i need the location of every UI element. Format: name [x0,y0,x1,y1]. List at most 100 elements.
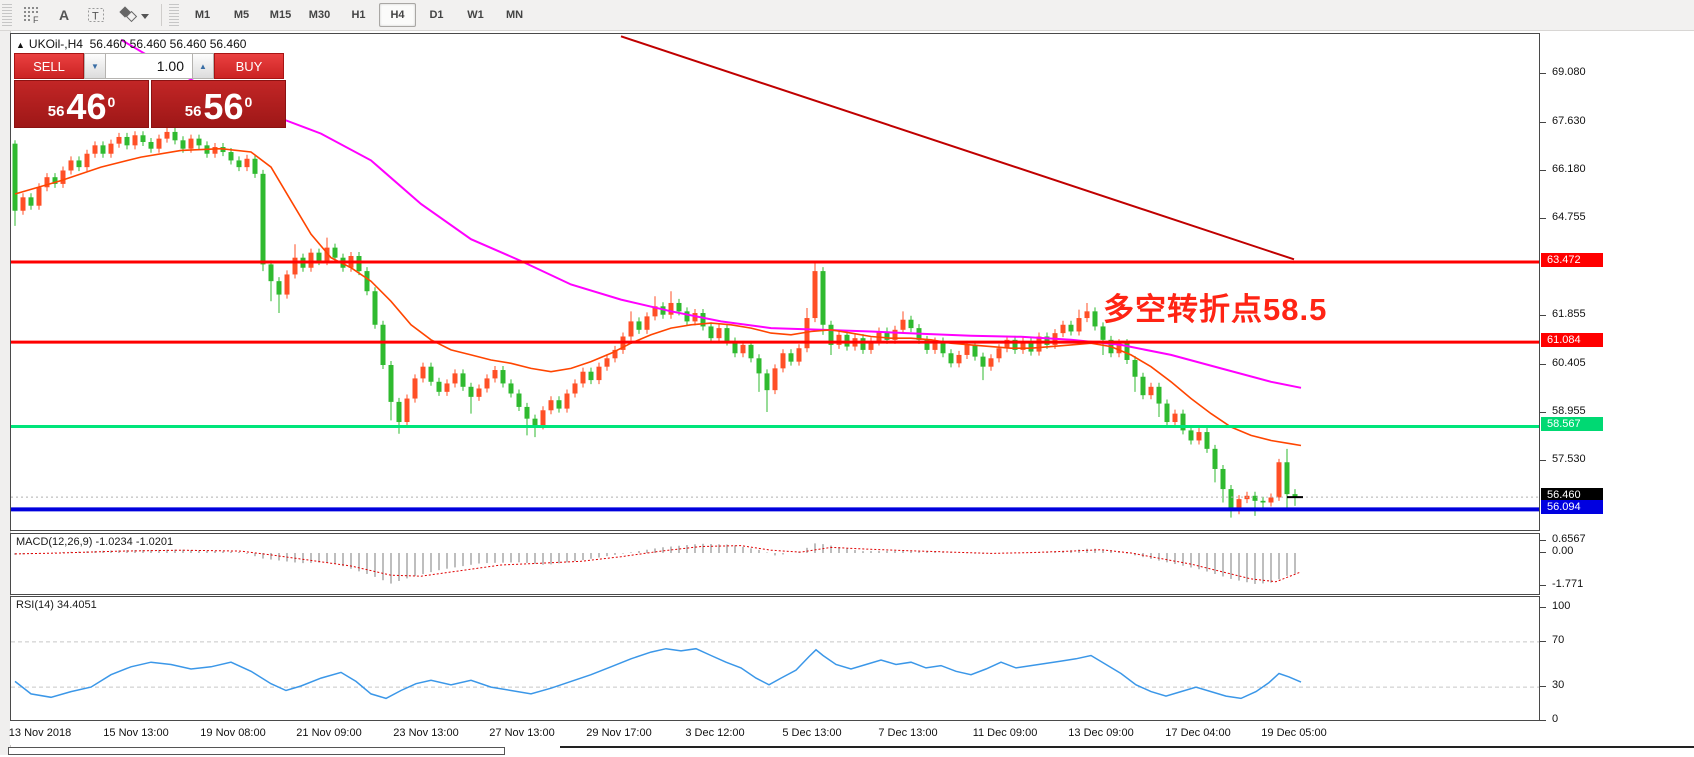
price-tick-mark [1540,121,1546,123]
svg-text:T: T [92,11,99,23]
buy-button[interactable]: BUY [214,53,284,79]
macd-indicator-pane: MACD(12,26,9) -1.0234 -1.0201 [10,533,1540,595]
price-tick-mark [1540,363,1546,365]
price-level-badge: 63.472 [1541,252,1603,267]
time-axis-label: 11 Dec 09:00 [972,727,1038,739]
buy-price-big: 56 [203,85,244,127]
svg-text:F: F [33,15,39,24]
price-level-badge: 56.460 [1541,488,1603,503]
time-axis-label: 27 Nov 13:00 [489,727,555,739]
rsi-label: RSI(14) 34.4051 [16,599,97,611]
price-level-badge: 58.567 [1541,417,1603,432]
volume-decrease-button[interactable]: ▼ [84,53,106,79]
macd-tick-label: -1.771 [1552,577,1584,590]
time-axis-label: 17 Dec 04:00 [1165,727,1231,739]
macd-tick-mark [1540,552,1546,553]
sell-price-tile[interactable]: 56 46 0 [14,80,149,128]
time-axis-label: 23 Nov 13:00 [393,727,459,739]
time-axis-label: 13 Nov 2018 [8,727,72,739]
rsi-tick-label: 100 [1552,600,1571,612]
price-chart-pane [10,33,1540,531]
time-axis-label: 13 Dec 09:00 [1068,727,1134,739]
price-axis: 69.080 67.630 66.180 64.755 61.855 60.405 58.9… [1540,31,1694,745]
time-axis-label: 29 Nov 17:00 [586,727,652,739]
price-tick-label: 57.530 [1552,453,1586,466]
sell-price-sup: 0 [107,94,116,110]
volume-increase-button[interactable]: ▲ [192,53,214,79]
macd-tick-mark [1540,539,1546,541]
symbol-name: UKOil-,H4 [28,37,83,51]
time-axis-label: 3 Dec 12:00 [685,727,745,739]
rsi-tick-mark [1540,640,1546,642]
price-tick-mark [1540,217,1546,219]
price-tick-label: 64.755 [1552,210,1586,223]
time-axis-label: 21 Nov 09:00 [296,727,362,739]
top-toolbar: F A T M1 M5 M15 M30 H1 H4 D1 W1 MN [0,0,1694,31]
bottom-panel-edge-right[interactable] [560,746,1694,757]
rsi-indicator-pane: RSI(14) 34.4051 [10,596,1540,721]
price-tick-label: 58.955 [1552,405,1586,418]
macd-label: MACD(12,26,9) -1.0234 -1.0201 [16,536,174,548]
timeframe-button-h4[interactable]: H4 [379,3,416,27]
time-axis: 13 Nov 2018 15 Nov 13:00 19 Nov 08:00 21 No… [8,721,1540,745]
macd-tick-mark [1540,584,1546,586]
timeframe-button-m5[interactable]: M5 [233,9,250,21]
price-level-badge: 56.094 [1541,500,1603,515]
shapes-dropdown-icon[interactable] [113,2,155,28]
volume-input[interactable] [106,53,192,79]
sell-price-prefix: 56 [47,103,65,120]
price-tick-mark [1540,170,1546,172]
textbox-icon[interactable]: T [81,2,111,28]
price-tick-mark [1540,412,1546,414]
rsi-canvas[interactable] [11,597,1539,720]
timeframe-button-h1[interactable]: H1 [351,9,366,21]
symbol-ohlc-values: 56.460 56.460 56.460 56.460 [89,37,247,51]
timeframe-button-m1[interactable]: M1 [194,9,211,21]
timeframe-button-d1[interactable]: D1 [429,9,444,21]
price-tick-label: 69.080 [1552,65,1586,78]
sell-button[interactable]: SELL [14,53,84,79]
grid-f-icon[interactable]: F [17,2,47,28]
price-tick-label: 66.180 [1552,163,1586,176]
buy-price-tile[interactable]: 56 56 0 [151,80,286,128]
price-tick-mark [1540,72,1546,74]
time-axis-label: 19 Dec 05:00 [1261,727,1327,739]
timeframe-toolbar: M1 M5 M15 M30 H1 H4 D1 W1 MN [183,3,534,27]
timeframe-button-m30[interactable]: M30 [308,9,331,21]
rsi-tick-mark [1540,607,1546,608]
time-axis-label: 19 Nov 08:00 [200,727,266,739]
macd-canvas[interactable] [11,534,1539,594]
price-tick-label: 61.855 [1552,308,1586,321]
price-tick-label: 60.405 [1552,356,1586,369]
price-chart-canvas[interactable] [11,34,1539,530]
toolbar-separator [161,4,162,26]
time-axis-label: 15 Nov 13:00 [103,727,169,739]
symbol-marker-icon: ▲ [16,40,25,50]
chart-symbol-header: ▲ UKOil-,H4 56.460 56.460 56.460 56.460 [16,37,246,51]
macd-tick-label: 0.00 [1552,545,1574,557]
timeframe-button-m15[interactable]: M15 [269,9,292,21]
rsi-tick-label: 30 [1552,679,1565,692]
rsi-tick-mark [1540,720,1546,721]
toolbar-drag-handle[interactable] [2,4,12,26]
timeframe-drag-handle[interactable] [169,4,179,26]
buy-price-prefix: 56 [184,103,202,120]
price-tick-label: 67.630 [1552,114,1586,127]
price-tick-mark [1540,460,1546,462]
text-label-icon[interactable]: A [58,7,70,23]
rsi-tick-label: 0 [1552,713,1559,725]
time-axis-label: 7 Dec 13:00 [878,727,938,739]
price-level-badge: 61.084 [1541,333,1603,348]
buy-price-sup: 0 [244,94,253,110]
bottom-panel-edge-left[interactable] [8,747,505,755]
macd-tick-label: 0.6567 [1552,532,1586,545]
rsi-tick-mark [1540,686,1546,688]
sell-price-big: 46 [66,85,107,127]
timeframe-button-mn[interactable]: MN [505,9,524,21]
rsi-tick-label: 70 [1552,633,1565,646]
chart-text-annotation: 多空转折点58.5 [1103,292,1328,327]
price-tick-mark [1540,315,1546,317]
timeframe-button-w1[interactable]: W1 [467,9,484,21]
